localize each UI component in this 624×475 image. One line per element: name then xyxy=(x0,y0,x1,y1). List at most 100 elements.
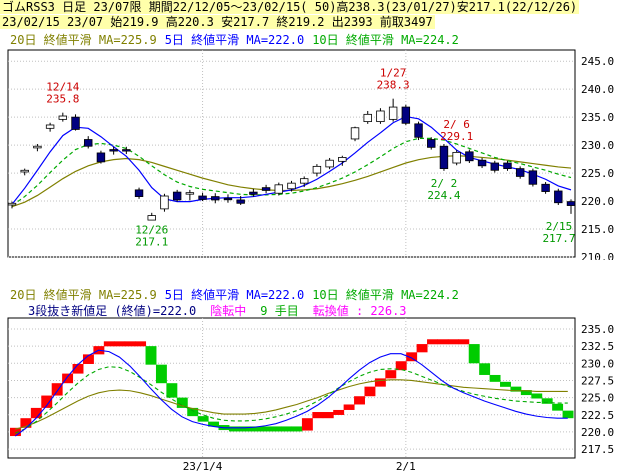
y-tick-label: 235.0 xyxy=(581,111,614,124)
candle-body xyxy=(58,115,68,120)
y-tick-label: 245.0 xyxy=(581,55,614,68)
candle-body xyxy=(528,170,538,185)
candle-body xyxy=(465,151,474,162)
break-brick xyxy=(166,383,178,398)
break-brick xyxy=(114,341,126,347)
ma20-line xyxy=(15,379,568,430)
break-brick xyxy=(374,378,386,387)
candle-body xyxy=(414,123,423,138)
candle-body xyxy=(350,127,360,140)
annotation-value: 238.3 xyxy=(377,79,410,92)
break-brick xyxy=(239,426,251,432)
break-brick xyxy=(458,339,470,345)
break-brick xyxy=(520,390,532,396)
break-brick xyxy=(228,426,240,432)
subtitle-part: 陰転中 xyxy=(210,303,246,318)
candle-body xyxy=(236,199,245,204)
y-tick-label: 235.0 xyxy=(581,323,614,336)
annotation-value: 217.7 xyxy=(542,232,575,245)
x-tick-label: 23/1/4 xyxy=(183,460,223,473)
candle-body xyxy=(198,195,207,200)
y-tick-label: 220.0 xyxy=(581,426,614,439)
break-brick xyxy=(270,426,282,432)
break-brick xyxy=(385,370,397,379)
break-brick xyxy=(208,421,220,427)
break-brick xyxy=(562,410,574,419)
three-line-break-chart: 217.5 220.0 222.5 225.0 227.5 230.0 232.5 235.0… xyxy=(7,287,614,473)
annotation-date: 1/27 xyxy=(380,67,407,80)
break-brick xyxy=(395,361,407,371)
break-brick xyxy=(541,398,553,404)
candle-body xyxy=(249,191,258,195)
break-brick xyxy=(354,396,365,405)
break-brick xyxy=(343,404,355,410)
break-brick xyxy=(176,397,188,408)
break-brick xyxy=(260,426,272,432)
candle-body xyxy=(223,197,233,201)
break-brick xyxy=(406,352,418,362)
break-brick xyxy=(552,403,564,411)
break-brick xyxy=(135,341,147,347)
subtitle-part: 転換値 : 226.3 xyxy=(313,303,407,318)
annotation-value: 235.8 xyxy=(46,93,79,106)
candle-body xyxy=(20,169,29,173)
break-brick xyxy=(124,341,136,347)
break-brick xyxy=(312,412,324,419)
candle-body xyxy=(287,182,296,190)
candle-body xyxy=(261,187,271,191)
candle-body xyxy=(477,159,487,167)
break-brick xyxy=(30,407,42,419)
annotation-date: 2/ 2 xyxy=(431,177,458,190)
candle-body xyxy=(452,151,461,164)
y-tick-label: 227.5 xyxy=(581,374,614,387)
header-line-1: ゴムRSS3 日足 23/07限 期間22/12/05～23/02/15( 50… xyxy=(0,0,580,14)
plot-frame xyxy=(7,317,576,459)
x-tick-label: 2/1 xyxy=(396,258,416,260)
candle-body xyxy=(84,139,93,147)
candle-body xyxy=(211,196,220,201)
y-tick-label: 220.0 xyxy=(581,195,614,208)
candle-body xyxy=(312,165,322,174)
legend-item: 10日 終値平滑 MA=224.2 xyxy=(312,287,459,302)
candle-body xyxy=(122,149,131,152)
candle-body xyxy=(338,157,347,162)
candle-body xyxy=(388,106,398,120)
candle-body xyxy=(172,191,182,201)
break-brick xyxy=(10,427,21,437)
candle-body xyxy=(71,116,80,130)
annotation-value: 229.1 xyxy=(440,130,473,143)
break-brick xyxy=(333,409,345,415)
y-tick-label: 225.0 xyxy=(581,167,614,180)
candle-body xyxy=(515,168,525,177)
candle-body xyxy=(134,189,144,197)
candle-body xyxy=(503,162,512,170)
candle-body xyxy=(363,113,372,123)
candle-body xyxy=(401,106,411,124)
candlestick-chart: 210.0 215.0 220.0 225.0 230.0 235.0 240.0 245.0… xyxy=(7,32,614,260)
candle-body xyxy=(299,178,309,184)
annotation-date: 2/ 6 xyxy=(443,118,470,131)
break-brick xyxy=(301,418,313,431)
annotation-value: 224.4 xyxy=(427,189,460,202)
y-tick-label: 217.5 xyxy=(581,443,614,456)
y-tick-label: 240.0 xyxy=(581,83,614,96)
y-tick-label: 222.5 xyxy=(581,409,614,422)
ma10-line xyxy=(11,137,572,207)
candle-body xyxy=(566,201,576,206)
break-brick xyxy=(281,426,292,432)
break-brick xyxy=(489,374,501,382)
x-tick-label: 23/1/4 xyxy=(183,258,223,260)
legend-item: 20日 終値平滑 MA=225.9 xyxy=(10,287,157,302)
break-brick xyxy=(62,373,74,384)
break-brick xyxy=(20,418,32,428)
legend-item: 5日 終値平滑 MA=222.0 xyxy=(165,32,304,47)
annotation-value: 217.1 xyxy=(135,235,168,248)
legend-item: 20日 終値平滑 MA=225.9 xyxy=(10,32,157,47)
candle-body xyxy=(490,162,499,171)
candle-body xyxy=(7,202,17,206)
break-brick xyxy=(82,354,94,364)
y-tick-label: 230.0 xyxy=(581,357,614,370)
header-line-2: 23/02/15 23/07 始219.9 高220.3 安217.7 終219… xyxy=(0,15,435,29)
candle-body xyxy=(376,110,385,123)
ma5-line xyxy=(14,349,568,437)
